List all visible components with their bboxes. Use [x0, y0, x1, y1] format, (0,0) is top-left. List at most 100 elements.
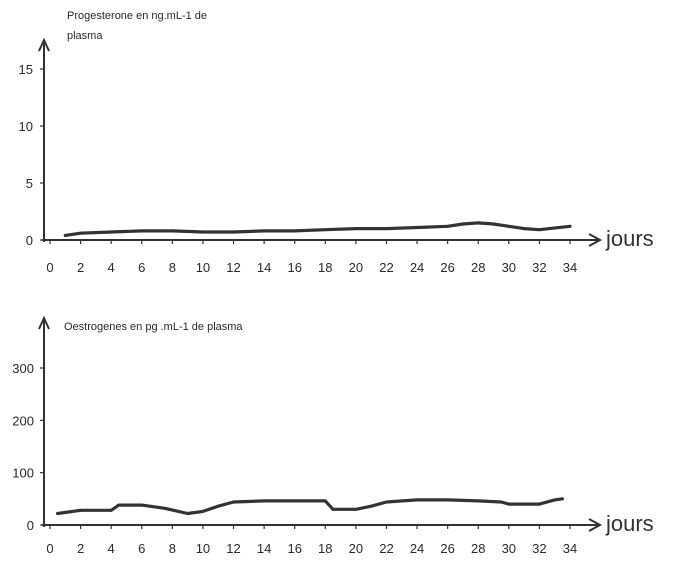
x-tick-label: 22 [379, 260, 393, 275]
x-tick-label: 10 [196, 260, 210, 275]
data-point [293, 499, 297, 503]
data-point [369, 504, 373, 508]
y-axis-title: Progesterone en ng.mL-1 de [67, 10, 207, 22]
x-tick-label: 14 [257, 541, 271, 556]
x-tick-label: 34 [563, 541, 577, 556]
x-axis-arrow [588, 233, 603, 247]
data-point [163, 506, 167, 510]
x-tick-label: 28 [471, 260, 485, 275]
data-point [538, 228, 541, 232]
data-point [354, 227, 358, 231]
x-tick-label: 30 [502, 541, 516, 556]
y-axis-arrow [38, 37, 50, 52]
data-point [538, 502, 541, 506]
x-tick-label: 30 [502, 260, 516, 275]
x-tick-label: 20 [349, 260, 363, 275]
y-axis-title: Oestrogenes en pg .mL-1 de plasma [64, 321, 243, 333]
x-tick-label: 26 [440, 541, 454, 556]
data-point [507, 224, 511, 228]
series-line [56, 497, 564, 516]
data-point [446, 498, 450, 502]
x-tick-label: 6 [138, 260, 145, 275]
data-point [385, 227, 388, 231]
x-tick-label: 0 [46, 541, 53, 556]
data-point [232, 500, 235, 504]
x-tick-label: 8 [169, 260, 176, 275]
y-axis-arrow [38, 315, 50, 330]
data-point [415, 226, 419, 229]
data-point [446, 224, 450, 228]
data-point [201, 509, 205, 513]
data-point [201, 230, 205, 234]
data-point [476, 499, 480, 503]
data-point [109, 508, 113, 512]
y-tick-label: 300 [12, 361, 34, 376]
y-tick-label: 0 [26, 233, 33, 248]
data-point [216, 504, 220, 508]
data-point [461, 222, 465, 226]
data-point [331, 507, 335, 511]
x-tick-label: 10 [196, 541, 210, 556]
data-point [522, 227, 526, 231]
data-point [560, 497, 564, 501]
x-tick-label: 8 [169, 541, 176, 556]
y-axis-title: plasma [67, 30, 103, 42]
y-tick-label: 15 [19, 62, 33, 77]
x-tick-label: 28 [471, 541, 485, 556]
x-tick-label: 16 [287, 260, 301, 275]
x-tick-label: 18 [318, 260, 332, 275]
x-tick-label: 12 [226, 541, 240, 556]
data-point [63, 234, 67, 237]
x-tick-label: 16 [287, 541, 301, 556]
data-point [170, 229, 174, 233]
data-point [140, 503, 144, 507]
data-point [553, 498, 557, 502]
x-tick-label: 22 [379, 541, 393, 556]
x-tick-label: 34 [563, 260, 577, 275]
data-point [79, 231, 82, 235]
y-tick-label: 10 [19, 119, 33, 134]
x-tick-label: 32 [532, 260, 546, 275]
x-tick-label: 24 [410, 260, 424, 275]
data-point [323, 228, 327, 232]
data-point [415, 498, 419, 502]
x-tick-label: 18 [318, 541, 332, 556]
data-point [109, 230, 113, 234]
y-tick-label: 5 [26, 176, 33, 191]
data-point [262, 229, 266, 233]
x-axis-title: jours [605, 226, 654, 251]
y-tick-label: 100 [12, 466, 34, 481]
x-tick-label: 2 [77, 260, 84, 275]
x-tick-label: 4 [108, 260, 115, 275]
x-tick-label: 2 [77, 541, 84, 556]
data-point [476, 221, 480, 225]
x-tick-label: 32 [532, 541, 546, 556]
data-point [293, 229, 297, 233]
data-point [492, 222, 495, 226]
data-point [507, 502, 511, 506]
x-axis-title: jours [605, 511, 654, 536]
data-point [232, 230, 235, 234]
y-tick-label: 200 [12, 413, 34, 428]
data-point [354, 507, 358, 511]
data-point [262, 499, 266, 503]
x-tick-label: 26 [440, 260, 454, 275]
data-point [56, 512, 60, 515]
data-point [186, 512, 190, 515]
x-tick-label: 24 [410, 541, 424, 556]
x-tick-label: 4 [108, 541, 115, 556]
data-point [140, 229, 144, 233]
data-point [323, 499, 327, 503]
data-point [385, 500, 388, 504]
data-point [568, 224, 572, 228]
x-tick-label: 14 [257, 260, 271, 275]
data-point [499, 500, 503, 504]
data-point [117, 503, 121, 507]
chart-1: 0 2 4 6 8 10 12 14 16 18 20 22 24 26 28 30 32 34051015Pro… [19, 10, 654, 275]
x-tick-label: 6 [138, 541, 145, 556]
x-axis-arrow [588, 518, 603, 532]
y-tick-label: 0 [27, 518, 34, 533]
data-point [79, 508, 82, 512]
x-tick-label: 12 [226, 260, 240, 275]
